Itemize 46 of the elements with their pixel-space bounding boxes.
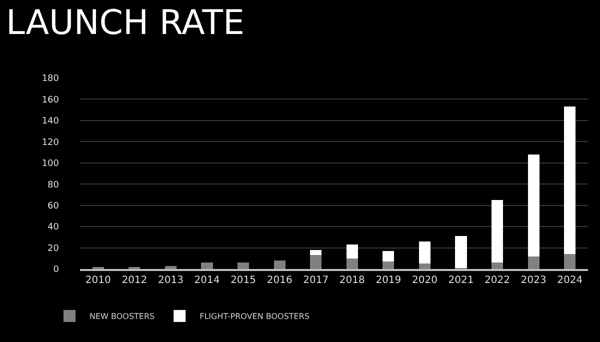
bar bbox=[564, 254, 576, 269]
x-tick-label: 2017 bbox=[303, 275, 329, 286]
x-tick-label: 2010 bbox=[85, 275, 111, 286]
x-tick-label: 2018 bbox=[339, 275, 365, 286]
x-tick-label: 2024 bbox=[557, 275, 583, 286]
chart-title: LAUNCH RATE bbox=[6, 3, 245, 44]
bar bbox=[237, 262, 250, 269]
y-tick-label: 140 bbox=[42, 116, 60, 127]
bar bbox=[382, 250, 394, 262]
x-tick-label: 2020 bbox=[412, 275, 438, 286]
x-tick-label: 2023 bbox=[520, 275, 546, 286]
y-tick-label: 80 bbox=[48, 180, 60, 190]
x-tick-label: 2022 bbox=[484, 275, 510, 286]
x-tick-label: 2014 bbox=[194, 275, 220, 286]
x-tick-label: 2013 bbox=[158, 275, 184, 286]
bar bbox=[418, 264, 431, 269]
bar bbox=[418, 241, 431, 264]
bar bbox=[528, 154, 540, 256]
bar bbox=[564, 106, 576, 254]
bar bbox=[346, 258, 358, 269]
bar bbox=[310, 255, 322, 269]
bar bbox=[310, 250, 322, 256]
y-tick-label: 160 bbox=[42, 95, 60, 106]
x-tick-label: 2015 bbox=[230, 275, 256, 286]
legend-label: NEW BOOSTERS bbox=[90, 312, 155, 322]
x-tick-label: 2012 bbox=[122, 275, 148, 286]
bar bbox=[455, 236, 467, 268]
x-tick-label: 2016 bbox=[266, 275, 292, 286]
y-tick-label: 20 bbox=[48, 244, 60, 254]
bar bbox=[274, 260, 286, 269]
y-tick-label: 40 bbox=[48, 222, 60, 233]
y-tick-label: 180 bbox=[42, 74, 60, 84]
bar bbox=[201, 262, 213, 269]
y-tick-label: 120 bbox=[42, 138, 60, 148]
bar bbox=[164, 266, 177, 269]
bar bbox=[528, 256, 540, 269]
legend-label: FLIGHT-PROVEN BOOSTERS bbox=[200, 312, 310, 322]
x-tick-label: 2019 bbox=[376, 275, 402, 286]
y-tick-label: 60 bbox=[48, 201, 60, 212]
bar bbox=[491, 262, 504, 269]
bar bbox=[382, 262, 394, 269]
y-tick-label: 0 bbox=[53, 265, 60, 276]
x-tick-label: 2021 bbox=[448, 275, 474, 286]
y-tick-label: 100 bbox=[42, 159, 60, 170]
bar bbox=[346, 244, 358, 258]
bar bbox=[491, 200, 504, 263]
